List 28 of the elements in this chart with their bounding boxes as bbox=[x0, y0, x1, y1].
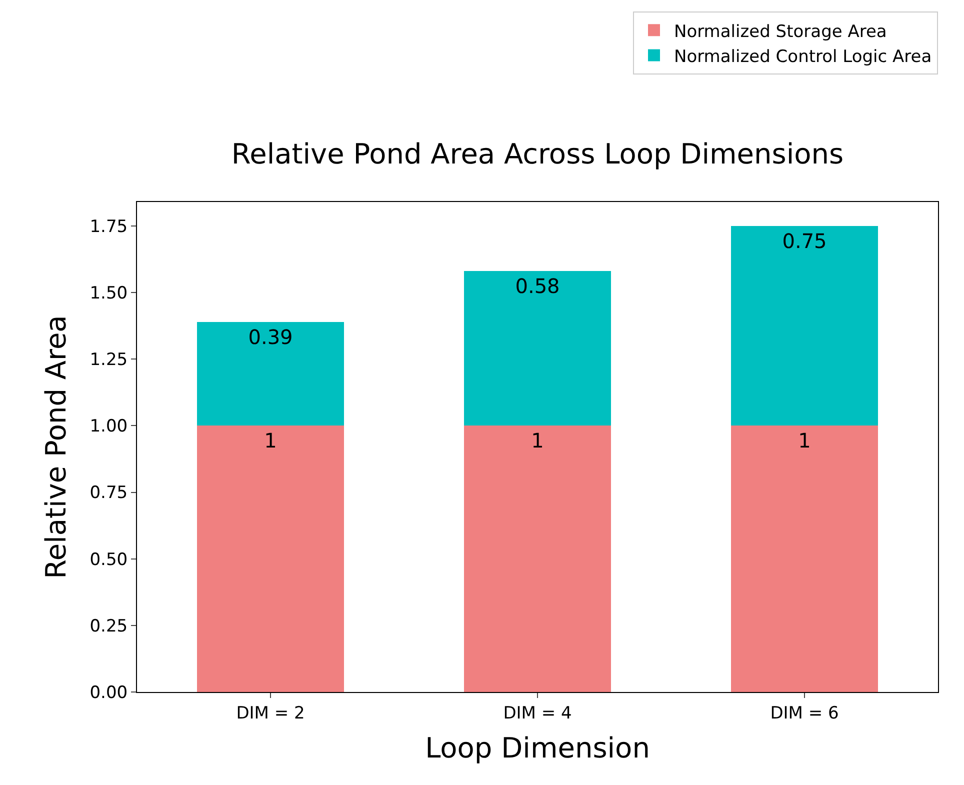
data-label: 0.58 bbox=[515, 274, 560, 298]
data-label: 1 bbox=[264, 428, 277, 453]
y-tick-label: 0.75 bbox=[90, 483, 128, 504]
y-axis-title: Relative Pond Area bbox=[39, 315, 72, 579]
data-label: 0.39 bbox=[248, 324, 293, 349]
chart-title: Relative Pond Area Across Loop Dimensions bbox=[231, 137, 844, 170]
x-tick-label: DIM = 2 bbox=[236, 703, 305, 724]
legend-label: Normalized Control Logic Area bbox=[674, 46, 932, 67]
data-label: 1 bbox=[531, 428, 544, 453]
y-tick-label: 0.25 bbox=[90, 616, 128, 636]
bar bbox=[464, 426, 611, 692]
y-tick-label: 1.50 bbox=[90, 283, 128, 304]
bar bbox=[731, 226, 878, 426]
data-label: 0.75 bbox=[782, 228, 827, 253]
y-tick-label: 1.25 bbox=[90, 350, 128, 370]
x-axis-title: Loop Dimension bbox=[425, 732, 650, 764]
bar bbox=[197, 322, 344, 426]
legend-label: Normalized Storage Area bbox=[674, 22, 887, 42]
y-tick-label: 1.00 bbox=[90, 416, 128, 437]
bar bbox=[731, 426, 878, 692]
y-tick-label: 0.00 bbox=[90, 682, 128, 703]
bar bbox=[197, 426, 344, 692]
data-label: 1 bbox=[798, 428, 811, 453]
x-tick-label: DIM = 6 bbox=[770, 703, 839, 724]
y-tick-label: 1.75 bbox=[90, 216, 128, 237]
bar bbox=[464, 271, 611, 426]
y-tick-label: 0.50 bbox=[90, 550, 128, 570]
x-tick-label: DIM = 4 bbox=[503, 703, 572, 724]
